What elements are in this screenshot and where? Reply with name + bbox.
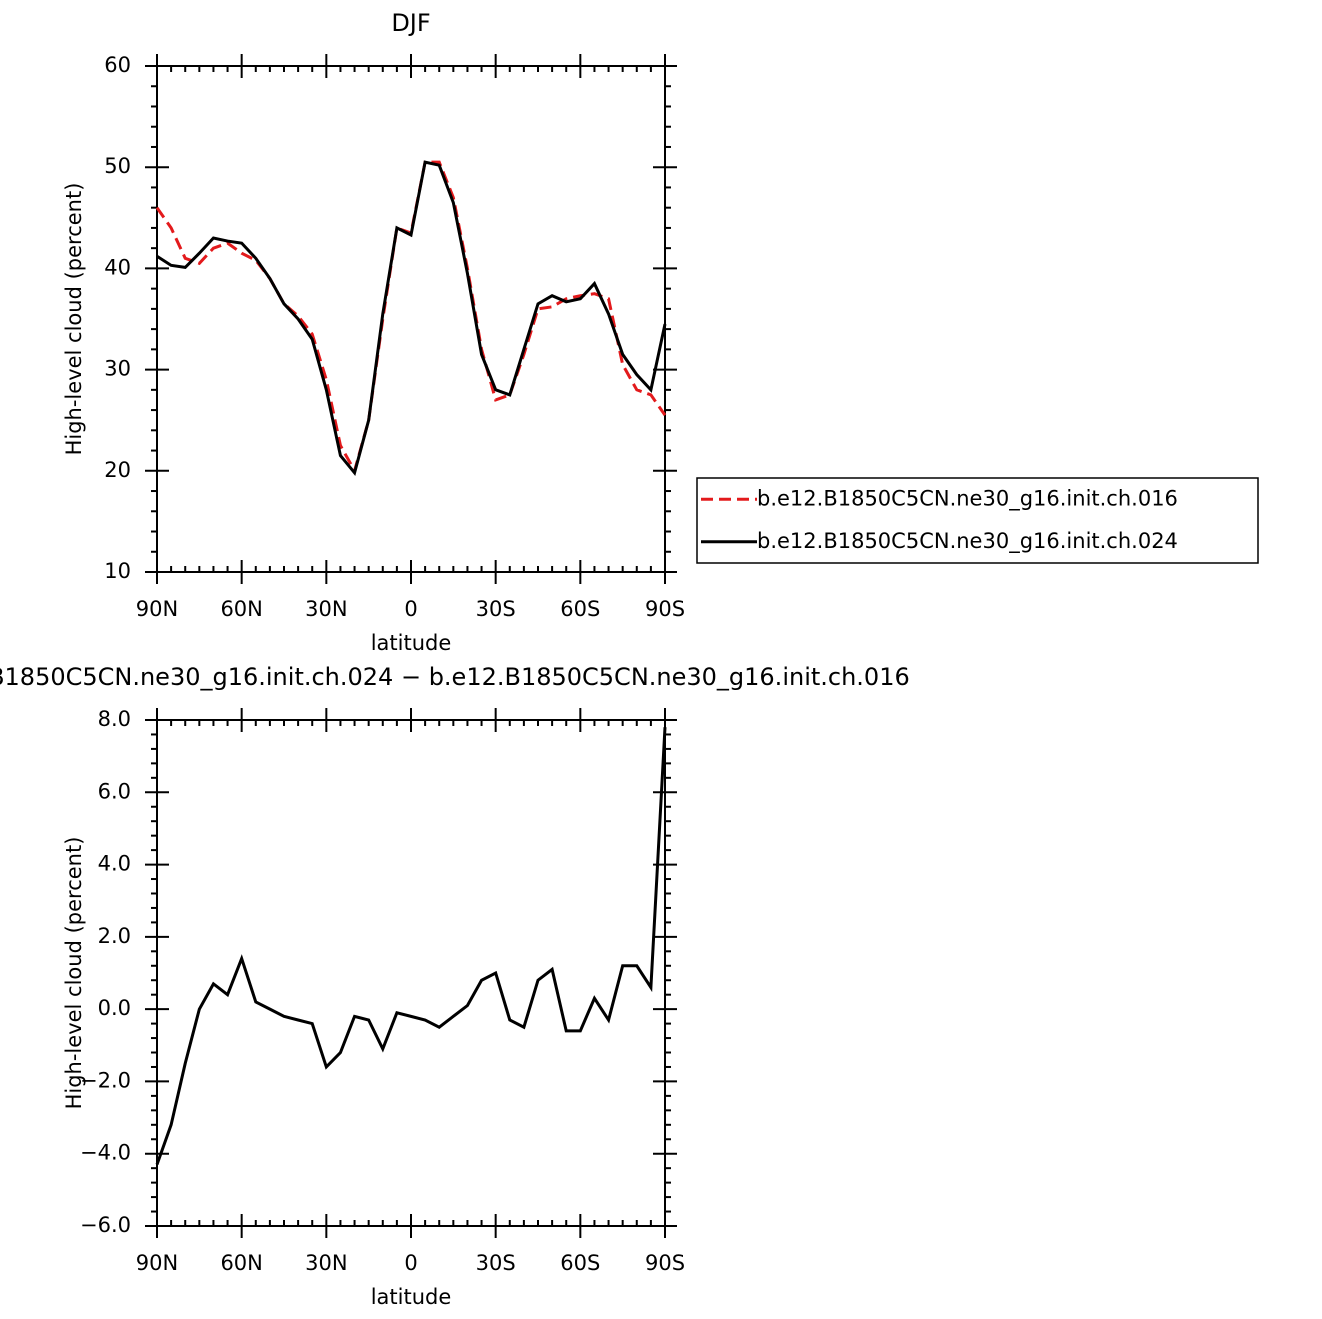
legend-box (696, 477, 1259, 564)
plot-frame (156, 719, 666, 1227)
x-tick-label: 30S (476, 1251, 516, 1275)
y-tick-label: −4.0 (80, 1141, 131, 1165)
x-tick-label: 30N (305, 597, 347, 621)
y-tick-label: −2.0 (80, 1068, 131, 1092)
y-tick-label: 60 (104, 53, 131, 77)
x-axis-label: latitude (371, 631, 452, 655)
y-axis-label: High-level cloud (percent) (62, 837, 86, 1110)
x-tick-label: 60N (220, 1251, 262, 1275)
x-tick-label: 30S (476, 597, 516, 621)
line (155, 160, 667, 475)
x-axis-label: latitude (371, 1285, 452, 1309)
chart-title: DJF (391, 9, 430, 37)
x-tick-label: 60S (560, 1251, 600, 1275)
y-tick-label: 4.0 (98, 852, 131, 876)
y-tick-label: 20 (104, 458, 131, 482)
x-tick-label: 60N (220, 597, 262, 621)
line (155, 727, 667, 1166)
y-axis-label: High-level cloud (percent) (62, 183, 86, 456)
y-tick-label: 8.0 (98, 707, 131, 731)
y-tick-label: 10 (104, 559, 131, 583)
y-tick-label: 50 (104, 154, 131, 178)
x-tick-label: 0 (404, 1251, 417, 1275)
x-tick-label: 60S (560, 597, 600, 621)
x-tick-label: 90S (645, 597, 685, 621)
y-tick-label: 30 (104, 357, 131, 381)
y-tick-label: −6.0 (80, 1213, 131, 1237)
line (156, 160, 667, 477)
x-tick-label: 0 (404, 597, 417, 621)
y-tick-label: 6.0 (98, 779, 131, 803)
legend-label: b.e12.B1850C5CN.ne30_g16.init.ch.024 (757, 529, 1178, 554)
x-tick-label: 90N (136, 1251, 178, 1275)
x-tick-label: 90S (645, 1251, 685, 1275)
y-tick-label: 2.0 (98, 924, 131, 948)
x-tick-label: 30N (305, 1251, 347, 1275)
plot-frame (156, 65, 666, 573)
legend-label: b.e12.B1850C5CN.ne30_g16.init.ch.016 (757, 486, 1178, 511)
y-tick-label: 40 (104, 255, 131, 279)
chart-title: b.e12.B1850C5CN.ne30_g16.init.ch.024 − b… (0, 663, 910, 691)
y-tick-label: 0.0 (98, 996, 131, 1020)
x-tick-label: 90N (136, 597, 178, 621)
